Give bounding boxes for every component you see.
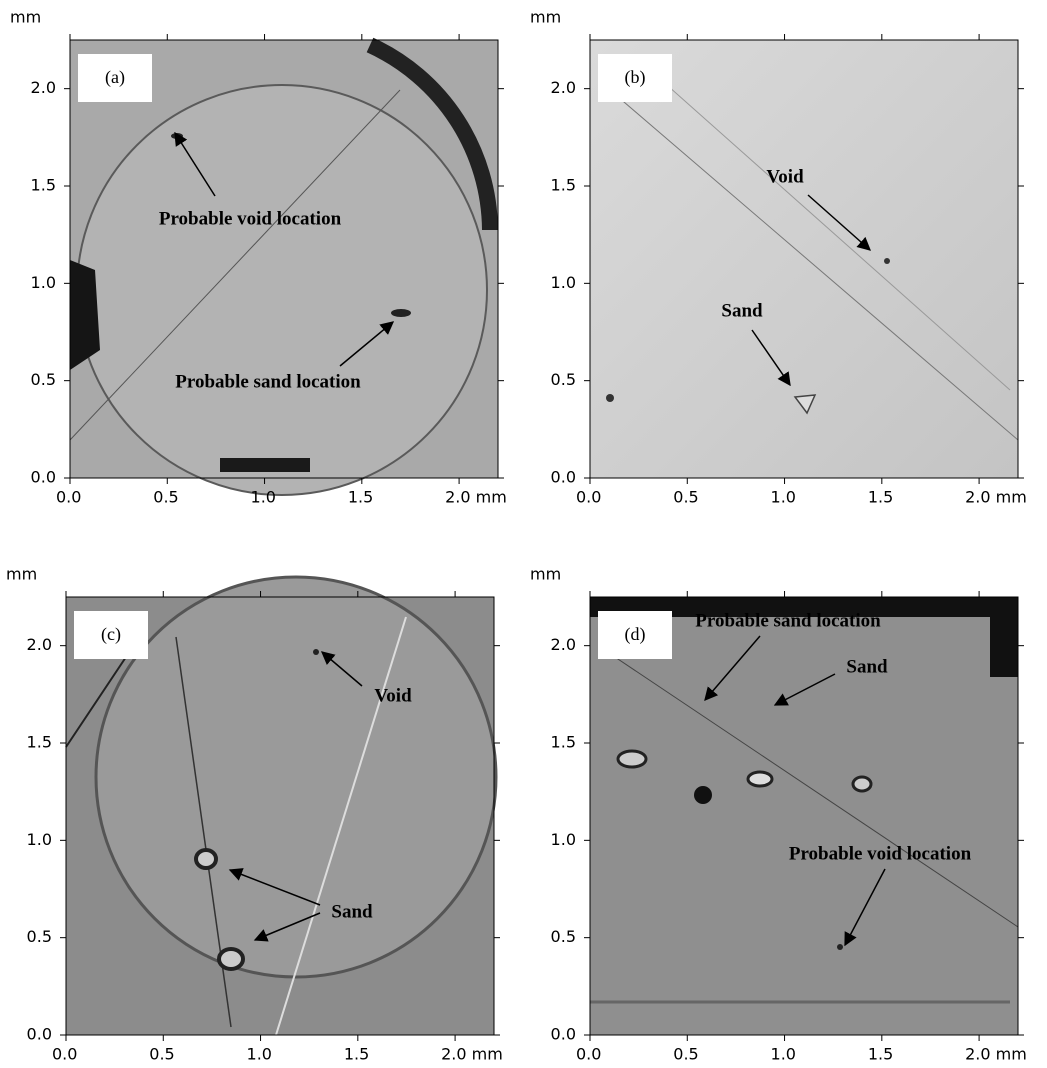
- y-tick-label: 1.5: [551, 176, 576, 195]
- annotation: Probable void location: [789, 843, 972, 864]
- specimen-outline: [77, 85, 487, 495]
- y-tick-label: 2.0: [551, 78, 576, 97]
- panel-label: (b): [625, 67, 646, 88]
- y-tick-label: 1.0: [27, 830, 52, 849]
- panel-label: (c): [101, 624, 121, 645]
- y-tick-label: 1.0: [551, 273, 576, 292]
- figure: 0.0 0.5 1.0 1.5 2.0 mm 0.0 0.5 1.0 1.5 2.0 mm (a) Pr…: [0, 0, 1047, 1068]
- y-tick-label: 0.5: [27, 927, 52, 946]
- x-tick-label: 0.0: [52, 1045, 77, 1064]
- x-tick-label: 0.0: [56, 488, 81, 507]
- sand-spot: [694, 786, 712, 804]
- panel: 0.0 0.5 1.0 1.5 2.0 mm 0.0 0.5 1.0 1.5 2.0 mm (a) Pr…: [10, 8, 507, 507]
- x-tick-label: 0.5: [149, 1045, 174, 1064]
- x-tick-label: 0.0: [576, 1045, 601, 1064]
- sand-grain: [748, 772, 772, 786]
- y-unit: mm: [530, 8, 561, 27]
- panel-label: (a): [105, 67, 125, 88]
- y-tick-label: 1.0: [31, 273, 56, 292]
- x-tick-label: 1.5: [868, 1045, 893, 1064]
- y-tick-label: 0.5: [31, 370, 56, 389]
- y-tick-label: 0.5: [551, 927, 576, 946]
- y-tick-label: 2.0: [551, 635, 576, 654]
- y-tick-label: 0.5: [551, 370, 576, 389]
- panel: 0.0 0.5 1.0 1.5 2.0 mm 0.0 0.5 1.0 1.5 2.0 mm (c) Vo…: [6, 565, 503, 1064]
- panel-label: (d): [625, 624, 646, 645]
- x-tick-label: 1.0: [771, 488, 796, 507]
- y-tick-label: 2.0: [27, 635, 52, 654]
- x-tick-label: 0.5: [673, 1045, 698, 1064]
- sand-grain: [196, 850, 216, 868]
- x-tick-label: 2.0 mm: [965, 1045, 1027, 1064]
- void-spot: [837, 944, 843, 950]
- micrograph: [590, 40, 1018, 478]
- x-tick-label: 2.0 mm: [441, 1045, 503, 1064]
- annotation: Sand: [846, 656, 888, 677]
- void-spot: [313, 649, 319, 655]
- x-tick-label: 0.0: [576, 488, 601, 507]
- x-tick-label: 1.5: [868, 488, 893, 507]
- y-tick-label: 1.5: [31, 176, 56, 195]
- sand-spot: [391, 309, 411, 317]
- annotation: Probable sand location: [695, 610, 881, 631]
- dark-edge: [990, 597, 1018, 677]
- y-tick-label: 1.5: [551, 733, 576, 752]
- x-tick-label: 0.5: [153, 488, 178, 507]
- y-tick-label: 1.0: [551, 830, 576, 849]
- x-tick-label: 1.0: [251, 488, 276, 507]
- annotation: Void: [766, 166, 804, 187]
- x-tick-label: 1.0: [247, 1045, 272, 1064]
- void-spot: [884, 258, 890, 264]
- x-tick-label: 1.0: [771, 1045, 796, 1064]
- y-tick-label: 0.0: [27, 1025, 52, 1044]
- sand-grain: [853, 777, 871, 791]
- y-tick-label: 0.0: [551, 468, 576, 487]
- y-unit: mm: [530, 565, 561, 584]
- y-tick-label: 0.0: [31, 468, 56, 487]
- panel: 0.0 0.5 1.0 1.5 2.0 mm 0.0 0.5 1.0 1.5 2.0 mm (b) Vo…: [530, 8, 1027, 507]
- micrograph: [590, 597, 1018, 1035]
- panel: 0.0 0.5 1.0 1.5 2.0 mm 0.0 0.5 1.0 1.5 2.0 mm (d) Pr…: [530, 565, 1027, 1064]
- sand-grain: [618, 751, 646, 767]
- dark-edge: [220, 458, 310, 472]
- x-tick-label: 2.0 mm: [445, 488, 507, 507]
- x-tick-label: 0.5: [673, 488, 698, 507]
- annotation: Sand: [721, 300, 763, 321]
- annotation: Probable sand location: [175, 371, 361, 392]
- x-tick-label: 2.0 mm: [965, 488, 1027, 507]
- x-tick-label: 1.5: [344, 1045, 369, 1064]
- y-tick-label: 2.0: [31, 78, 56, 97]
- annotation: Void: [374, 685, 412, 706]
- annotation: Sand: [331, 901, 373, 922]
- y-unit: mm: [10, 8, 41, 27]
- sand-grain: [219, 949, 243, 969]
- x-tick-label: 1.5: [348, 488, 373, 507]
- y-tick-label: 1.5: [27, 733, 52, 752]
- annotation: Probable void location: [159, 208, 342, 229]
- y-tick-label: 0.0: [551, 1025, 576, 1044]
- specimen-outline: [96, 577, 496, 977]
- spot: [606, 394, 614, 402]
- y-unit: mm: [6, 565, 37, 584]
